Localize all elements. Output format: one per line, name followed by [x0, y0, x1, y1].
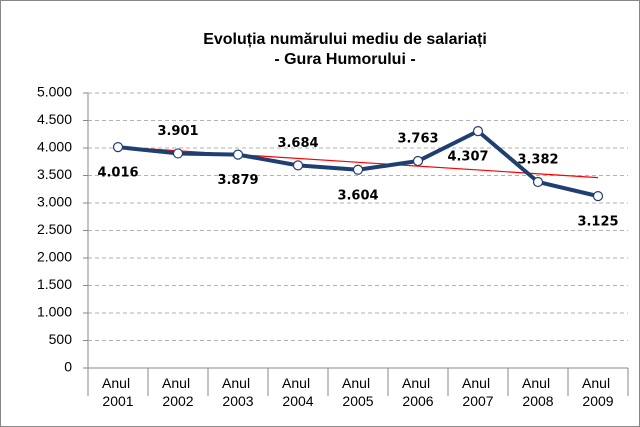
- y-tick-label: 1.500: [37, 276, 72, 292]
- x-tick-label: Anul 2005: [342, 375, 374, 409]
- data-label: 3.901: [157, 124, 198, 139]
- y-tick-label: 4.000: [37, 139, 72, 155]
- y-tick-label: 4.500: [37, 111, 72, 127]
- x-tick-label: Anul 2004: [282, 375, 314, 409]
- data-point: [172, 148, 184, 159]
- data-label: 3.382: [517, 152, 558, 167]
- x-tick-label: Anul 2002: [162, 375, 194, 409]
- data-point: [412, 155, 424, 167]
- data-point: [232, 149, 244, 160]
- y-tick-label: 500: [49, 331, 73, 347]
- data-point: [532, 176, 544, 188]
- data-label: 3.763: [397, 132, 438, 147]
- x-tick-label: Anul 2001: [102, 375, 134, 409]
- y-tick-label: 2.000: [37, 249, 72, 265]
- data-point: [472, 126, 484, 137]
- y-tick-label: 1.000: [37, 304, 72, 320]
- data-point: [592, 191, 604, 202]
- chart-title: Evoluția numărului mediu de salariați: [203, 31, 487, 48]
- data-label: 3.125: [577, 215, 618, 230]
- data-label: 4.016: [97, 166, 138, 181]
- y-tick-label: 3.000: [37, 194, 72, 210]
- y-tick-label: 0: [64, 359, 72, 375]
- data-label: 3.604: [337, 188, 378, 203]
- data-label: 4.307: [447, 150, 488, 165]
- data-label: 3.684: [277, 136, 318, 151]
- y-tick-label: 2.500: [37, 221, 72, 237]
- data-label: 3.879: [217, 173, 258, 188]
- data-point: [112, 142, 124, 153]
- data-point: [292, 160, 304, 171]
- x-tick-label: Anul 2006: [402, 375, 434, 409]
- data-point: [352, 164, 364, 175]
- chart-subtitle: - Gura Humorului -: [274, 51, 415, 68]
- x-tick-label: Anul 2008: [522, 375, 554, 409]
- x-tick-label: Anul 2007: [462, 375, 494, 409]
- x-tick-label: Anul 2009: [582, 375, 614, 409]
- x-tick-label: Anul 2003: [222, 375, 254, 409]
- y-tick-label: 3.500: [37, 166, 72, 182]
- y-tick-label: 5.000: [37, 84, 72, 100]
